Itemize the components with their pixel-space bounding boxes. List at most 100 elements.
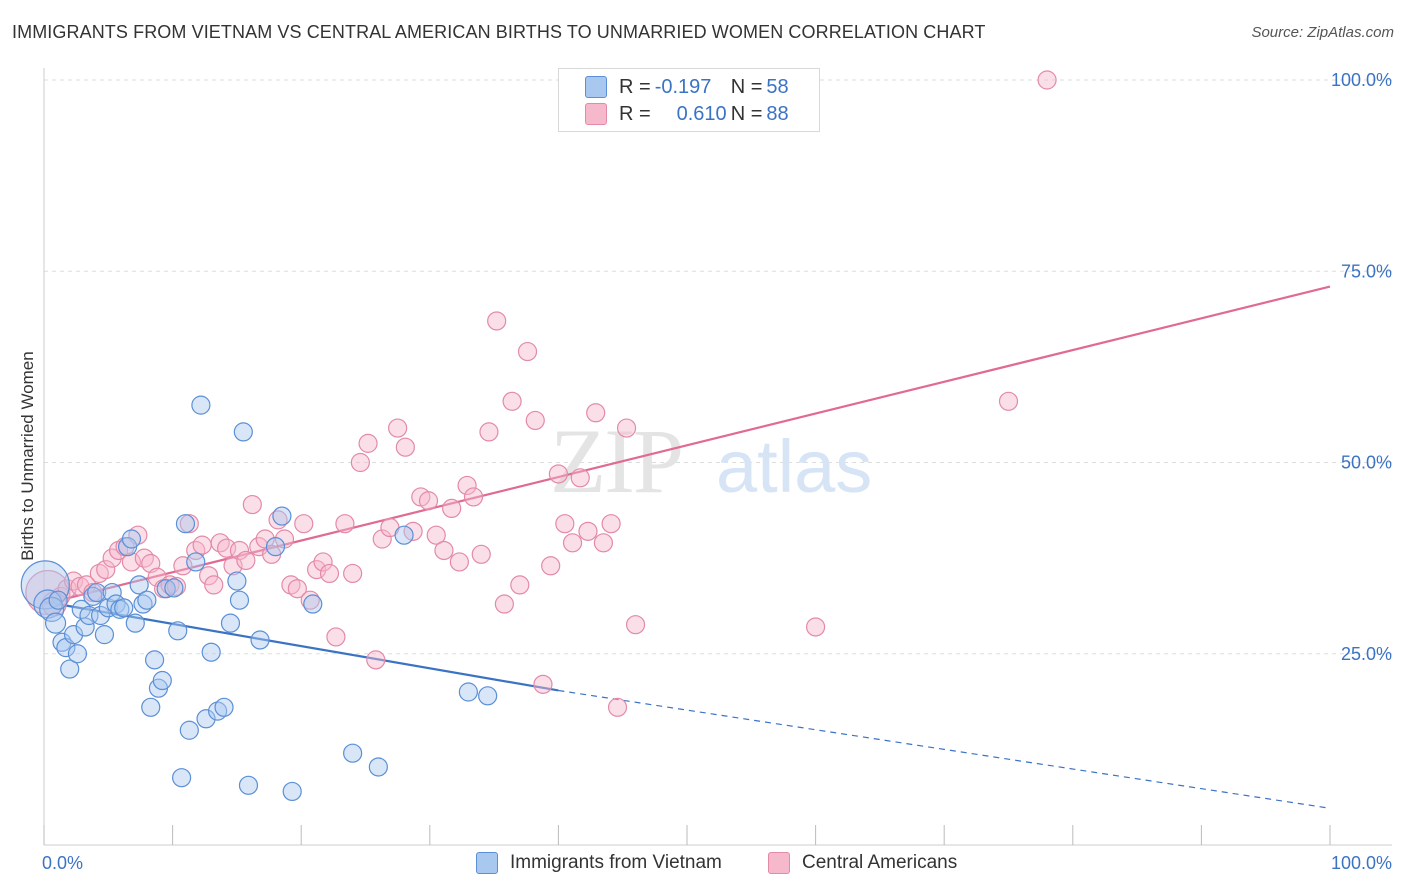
point-vietnam bbox=[79, 605, 99, 626]
point-central-americans bbox=[593, 533, 614, 553]
point-central-americans bbox=[1037, 70, 1057, 90]
point-vietnam bbox=[394, 525, 414, 545]
point-central-americans bbox=[192, 535, 212, 555]
point-central-americans bbox=[96, 559, 116, 580]
point-vietnam bbox=[186, 552, 206, 572]
point-central-americans bbox=[204, 575, 224, 595]
point-vietnam bbox=[102, 582, 122, 603]
point-central-americans bbox=[494, 594, 514, 614]
point-central-americans bbox=[173, 556, 193, 576]
legend-swatch-blue bbox=[476, 852, 498, 874]
x-tick-label: 0.0% bbox=[42, 853, 83, 873]
point-vietnam bbox=[44, 612, 67, 634]
y-tick-label: 50.0% bbox=[1341, 453, 1392, 473]
point-vietnam bbox=[83, 586, 103, 606]
legend-r-value: 0.610 bbox=[676, 102, 727, 125]
point-central-americans bbox=[548, 464, 569, 484]
point-central-americans bbox=[287, 579, 307, 599]
point-central-americans bbox=[442, 498, 462, 518]
point-central-americans bbox=[358, 433, 378, 453]
legend-item-central-americans: Central Americans bbox=[768, 852, 957, 874]
point-central-americans bbox=[502, 391, 522, 411]
point-central-americans bbox=[463, 487, 484, 507]
point-central-americans bbox=[805, 617, 826, 637]
point-central-americans bbox=[294, 514, 314, 534]
point-central-americans bbox=[199, 566, 219, 586]
point-central-americans bbox=[601, 514, 621, 534]
chart-title: IMMIGRANTS FROM VIETNAM VS CENTRAL AMERI… bbox=[12, 22, 986, 42]
point-vietnam bbox=[52, 632, 72, 652]
point-vietnam bbox=[121, 529, 142, 549]
point-vietnam bbox=[201, 642, 221, 662]
point-central-americans bbox=[457, 475, 477, 496]
point-central-americans bbox=[326, 627, 346, 647]
series-central-americans bbox=[25, 70, 1057, 717]
point-vietnam bbox=[227, 571, 247, 591]
point-vietnam bbox=[125, 613, 145, 633]
legend-r-label: R = bbox=[619, 75, 651, 98]
point-central-americans bbox=[562, 533, 583, 553]
trend-line-central-americans bbox=[43, 285, 1331, 606]
legend-n-value: 88 bbox=[766, 102, 789, 125]
point-vietnam bbox=[458, 682, 478, 702]
point-vietnam bbox=[303, 594, 323, 614]
point-vietnam bbox=[114, 598, 134, 618]
point-central-americans bbox=[319, 563, 340, 584]
point-central-americans bbox=[186, 540, 206, 561]
axes bbox=[43, 68, 1392, 846]
point-central-americans bbox=[242, 494, 262, 515]
point-central-americans bbox=[533, 674, 553, 694]
point-central-americans bbox=[510, 575, 530, 595]
point-central-americans bbox=[426, 525, 446, 545]
point-vietnam bbox=[368, 757, 388, 777]
point-central-americans bbox=[487, 311, 507, 331]
point-central-americans bbox=[578, 521, 598, 541]
chart-source: Source: ZipAtlas.com bbox=[1251, 24, 1394, 41]
point-vietnam bbox=[152, 670, 172, 691]
point-central-americans bbox=[570, 468, 590, 488]
point-vietnam bbox=[144, 650, 165, 670]
legend-n-label: N = bbox=[730, 102, 763, 125]
point-vietnam bbox=[39, 596, 65, 622]
point-central-americans bbox=[388, 418, 408, 438]
y-tick-label: 75.0% bbox=[1341, 261, 1392, 281]
watermark-atlas: atlas bbox=[716, 425, 872, 508]
point-central-americans bbox=[343, 563, 363, 584]
point-central-americans bbox=[471, 544, 491, 564]
point-vietnam bbox=[168, 621, 188, 641]
legend-r-label: R = bbox=[619, 102, 651, 125]
point-vietnam bbox=[343, 743, 363, 763]
point-central-americans bbox=[616, 418, 637, 438]
series-immigrants-from-vietnam bbox=[20, 395, 498, 802]
point-central-americans bbox=[541, 556, 561, 576]
legend-swatch-pink bbox=[768, 852, 790, 874]
point-vietnam bbox=[87, 582, 107, 603]
point-vietnam bbox=[220, 613, 241, 633]
point-vietnam bbox=[94, 625, 115, 645]
point-central-americans bbox=[134, 548, 154, 568]
point-central-americans bbox=[625, 615, 646, 635]
point-vietnam bbox=[141, 697, 161, 717]
point-central-americans bbox=[313, 552, 333, 572]
point-central-americans bbox=[307, 559, 327, 580]
point-central-americans bbox=[236, 550, 256, 571]
y-tick-label: 100.0% bbox=[1331, 70, 1392, 90]
watermark: ZIP atlas bbox=[550, 410, 872, 512]
point-vietnam bbox=[238, 775, 259, 795]
point-vietnam bbox=[250, 630, 270, 650]
point-central-americans bbox=[395, 437, 415, 457]
point-vietnam bbox=[179, 720, 199, 740]
grid bbox=[44, 79, 1392, 655]
legend-n-value: 58 bbox=[766, 75, 789, 98]
tick-labels: 25.0% 50.0% 75.0% 100.0% 0.0% 100.0% bbox=[42, 70, 1392, 873]
point-central-americans bbox=[102, 548, 122, 568]
point-vietnam bbox=[175, 514, 196, 534]
point-central-americans bbox=[268, 510, 288, 530]
point-vietnam bbox=[214, 697, 234, 717]
point-vietnam bbox=[133, 594, 153, 614]
point-central-americans bbox=[418, 491, 439, 511]
point-vietnam bbox=[137, 590, 157, 610]
point-vietnam bbox=[67, 644, 88, 664]
point-central-americans bbox=[76, 575, 97, 595]
